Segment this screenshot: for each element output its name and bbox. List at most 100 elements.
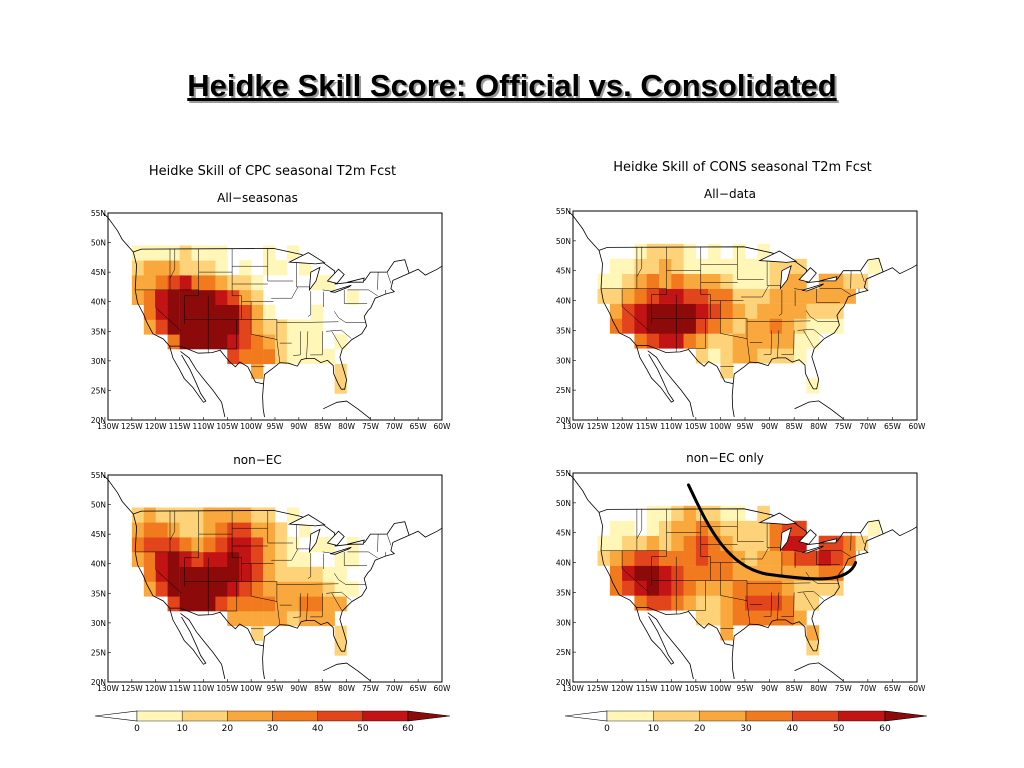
skill-cell	[179, 245, 192, 261]
lon-tick-label: 85W	[786, 422, 804, 431]
skill-cell	[671, 595, 684, 611]
state-border	[306, 593, 309, 622]
state-border	[737, 508, 764, 542]
skill-cell	[167, 275, 180, 291]
skill-cell	[781, 288, 795, 304]
lon-tick-label: 75W	[835, 422, 853, 431]
lon-tick-label: 120W	[611, 684, 633, 693]
coastline-segment	[262, 645, 265, 680]
coastline-segment	[731, 645, 735, 680]
skill-cell	[263, 334, 276, 350]
skill-cell	[622, 520, 635, 536]
skill-cell	[659, 595, 672, 611]
skill-cell	[732, 348, 746, 364]
skill-cell	[191, 566, 204, 582]
lon-tick-label: 130W	[562, 422, 584, 431]
skill-cell	[634, 580, 647, 596]
coastline-segment	[731, 383, 735, 418]
skill-cell	[695, 333, 709, 349]
skill-cell	[275, 319, 288, 335]
skill-cell	[310, 304, 323, 320]
great-lake	[779, 527, 792, 552]
skill-cell	[818, 580, 832, 596]
skill-cell	[622, 288, 635, 304]
skill-cell	[239, 537, 252, 553]
skill-cell	[179, 304, 192, 320]
lon-tick-label: 90W	[761, 422, 779, 431]
state-border	[763, 592, 772, 618]
skill-cell	[757, 580, 770, 596]
skill-cell	[745, 288, 758, 304]
skill-cell	[732, 273, 746, 289]
state-border	[169, 510, 176, 541]
skill-cell	[683, 243, 697, 259]
skill-cell	[167, 522, 180, 538]
great-lake	[801, 545, 824, 554]
coastline-segment	[408, 265, 443, 276]
lat-tick-label: 50N	[556, 499, 571, 508]
skill-cells	[597, 505, 881, 656]
skill-cell	[155, 260, 168, 276]
skill-cells	[597, 243, 881, 394]
skill-cell	[215, 537, 228, 553]
lon-tick-label: 85W	[786, 684, 804, 693]
lon-tick-label: 90W	[290, 684, 308, 693]
skill-cell	[831, 288, 844, 304]
colorbar-tick-label: 0	[604, 724, 610, 734]
state-border	[155, 289, 182, 332]
skill-cell	[191, 537, 204, 553]
skill-cell	[634, 258, 647, 274]
skill-cell	[275, 260, 288, 276]
slide-title: Heidke Skill Score: Official vs. Consoli…	[187, 68, 837, 103]
lat-tick-label: 45N	[91, 268, 106, 277]
skill-cell	[215, 551, 228, 567]
skill-cell	[769, 258, 783, 274]
skill-cell	[155, 507, 168, 523]
skill-cell	[659, 273, 672, 289]
state-border	[347, 289, 378, 297]
skill-cell	[609, 520, 623, 536]
skill-cell	[167, 551, 180, 567]
colorbar-segment	[136, 710, 183, 722]
skill-cell	[659, 258, 672, 274]
skill-cell	[831, 580, 844, 596]
great-lake	[308, 266, 321, 292]
state-border	[331, 331, 343, 349]
state-border	[746, 580, 751, 625]
skill-cell	[769, 520, 783, 536]
skill-cell	[167, 260, 180, 276]
skill-cell	[818, 288, 832, 304]
skill-cell	[622, 535, 635, 551]
skill-cell	[708, 580, 721, 596]
state-border	[386, 534, 392, 546]
skill-cell	[671, 580, 684, 596]
lat-tick-label: 40N	[91, 298, 106, 307]
state-border	[797, 328, 824, 338]
skill-cell	[131, 289, 145, 305]
skill-cell	[263, 551, 276, 567]
coastlines	[102, 474, 443, 682]
skill-cell	[334, 334, 347, 350]
skill-cell	[646, 565, 660, 581]
skill-cell	[769, 303, 783, 319]
skill-cell	[203, 334, 216, 350]
coastlines	[567, 472, 918, 682]
skill-cell	[286, 581, 300, 597]
colorbar-tick-label: 0	[134, 724, 140, 734]
skill-cell	[622, 550, 635, 566]
skill-cell	[720, 348, 733, 364]
skill-cell	[708, 595, 721, 611]
skill-cell	[179, 334, 192, 350]
coastline-segment	[102, 474, 134, 515]
skill-cell	[239, 334, 252, 350]
state-border	[766, 258, 782, 286]
skill-cell	[191, 507, 204, 523]
skill-cell	[757, 258, 770, 274]
skill-cell	[646, 303, 660, 319]
lon-tick-label: 75W	[362, 422, 380, 431]
skill-cell	[671, 535, 684, 551]
skill-cell	[646, 535, 660, 551]
skill-cell	[179, 260, 192, 276]
skill-cell	[263, 611, 276, 627]
